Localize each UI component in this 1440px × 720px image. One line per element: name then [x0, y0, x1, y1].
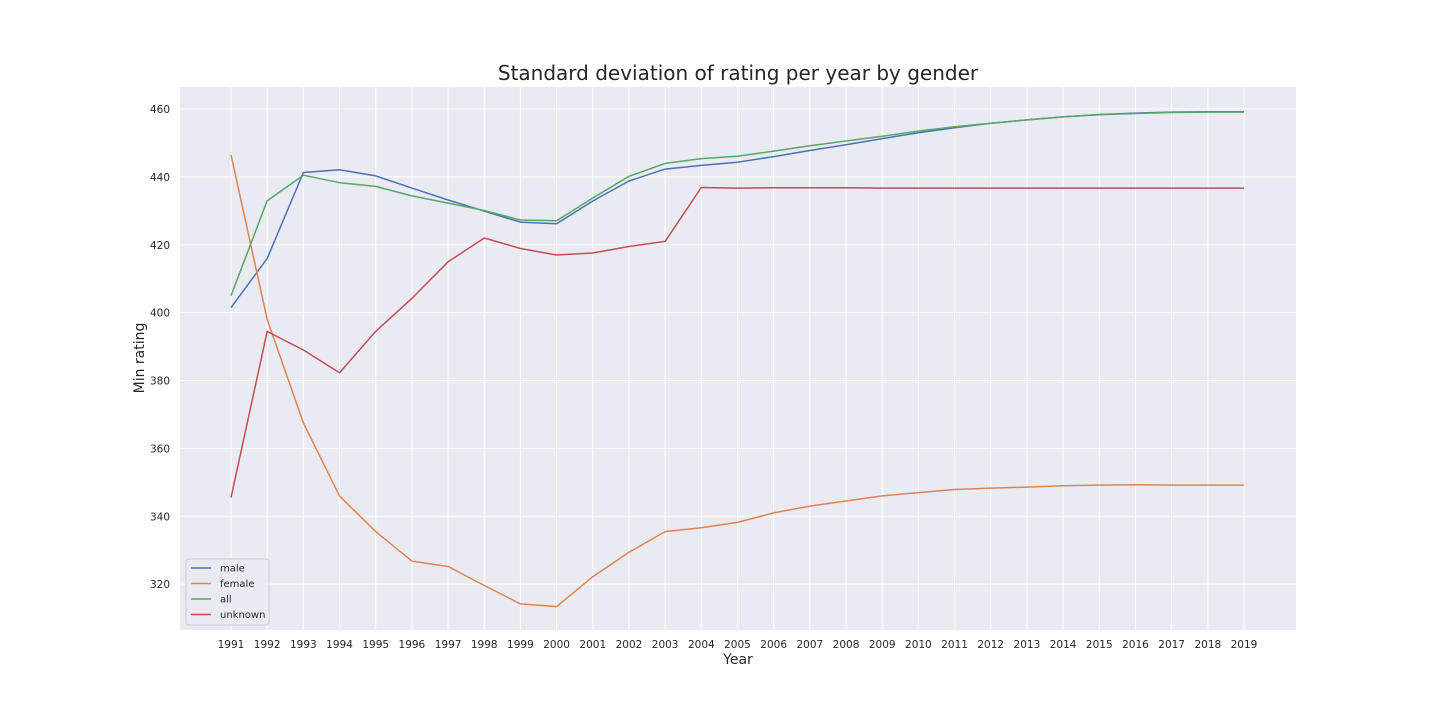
x-tick-label: 2007: [796, 639, 823, 651]
legend-label-male: male: [220, 564, 245, 575]
y-axis-label: Min rating: [132, 323, 148, 394]
x-tick-label: 2018: [1194, 639, 1221, 651]
x-tick-label: 2003: [652, 639, 679, 651]
x-tick-label: 1999: [507, 639, 534, 651]
x-tick-label: 2008: [833, 639, 860, 651]
x-tick-label: 2001: [579, 639, 606, 651]
x-axis-label: Year: [722, 652, 753, 668]
x-tick-label: 1996: [399, 639, 426, 651]
x-tick-label: 2005: [724, 639, 751, 651]
y-tick-label: 360: [150, 443, 170, 455]
legend-items: male female all unknown: [191, 564, 265, 621]
series-line-unknown: [230, 186, 1244, 498]
y-tick-label: 380: [150, 376, 170, 388]
y-tick-label: 420: [150, 240, 170, 252]
legend-label-unknown: unknown: [220, 610, 265, 621]
x-tick-label: 2017: [1158, 639, 1185, 651]
x-tick-label: 2011: [941, 639, 968, 651]
x-tick-label: 1994: [326, 639, 353, 651]
x-tick-label: 1991: [218, 639, 245, 651]
x-tick-label: 2004: [688, 639, 715, 651]
y-tick-label: 400: [150, 308, 170, 320]
x-tick-label: 2016: [1122, 639, 1149, 651]
x-tick-label: 2002: [616, 639, 643, 651]
series-lines: [230, 111, 1244, 608]
y-tick-label: 460: [150, 104, 170, 116]
x-tick-label: 1992: [254, 639, 281, 651]
x-tick-label: 2019: [1231, 639, 1258, 651]
legend-label-all: all: [220, 595, 232, 606]
x-tick-label: 2012: [977, 639, 1004, 651]
x-axis-ticks: 1991 1992 1993 1994 1995 1996 1997 1998 1999 2000…: [218, 639, 1258, 651]
chart-title: Standard deviation of rating per year by…: [498, 61, 979, 85]
x-tick-label: 2014: [1050, 639, 1077, 651]
series-line-female: [230, 154, 1244, 608]
series-line-all: [230, 111, 1244, 296]
x-tick-label: 2013: [1014, 639, 1041, 651]
legend-label-female: female: [220, 579, 254, 590]
x-tick-label: 2000: [543, 639, 570, 651]
y-tick-label: 320: [150, 579, 170, 591]
x-tick-label: 2015: [1086, 639, 1113, 651]
x-tick-label: 1998: [471, 639, 498, 651]
x-tick-label: 2010: [905, 639, 932, 651]
y-axis-ticks: 320 340 360 380 400 420 440 460: [150, 104, 170, 591]
x-tick-label: 1997: [435, 639, 462, 651]
legend-box: [185, 558, 270, 626]
grid-lines: [180, 87, 1296, 630]
x-tick-label: 1993: [290, 639, 317, 651]
x-tick-label: 1995: [362, 639, 389, 651]
legend: male female all unknown: [185, 558, 270, 626]
x-tick-label: 2006: [760, 639, 787, 651]
y-tick-label: 340: [150, 511, 170, 523]
y-tick-label: 440: [150, 172, 170, 184]
x-tick-label: 2009: [869, 639, 896, 651]
